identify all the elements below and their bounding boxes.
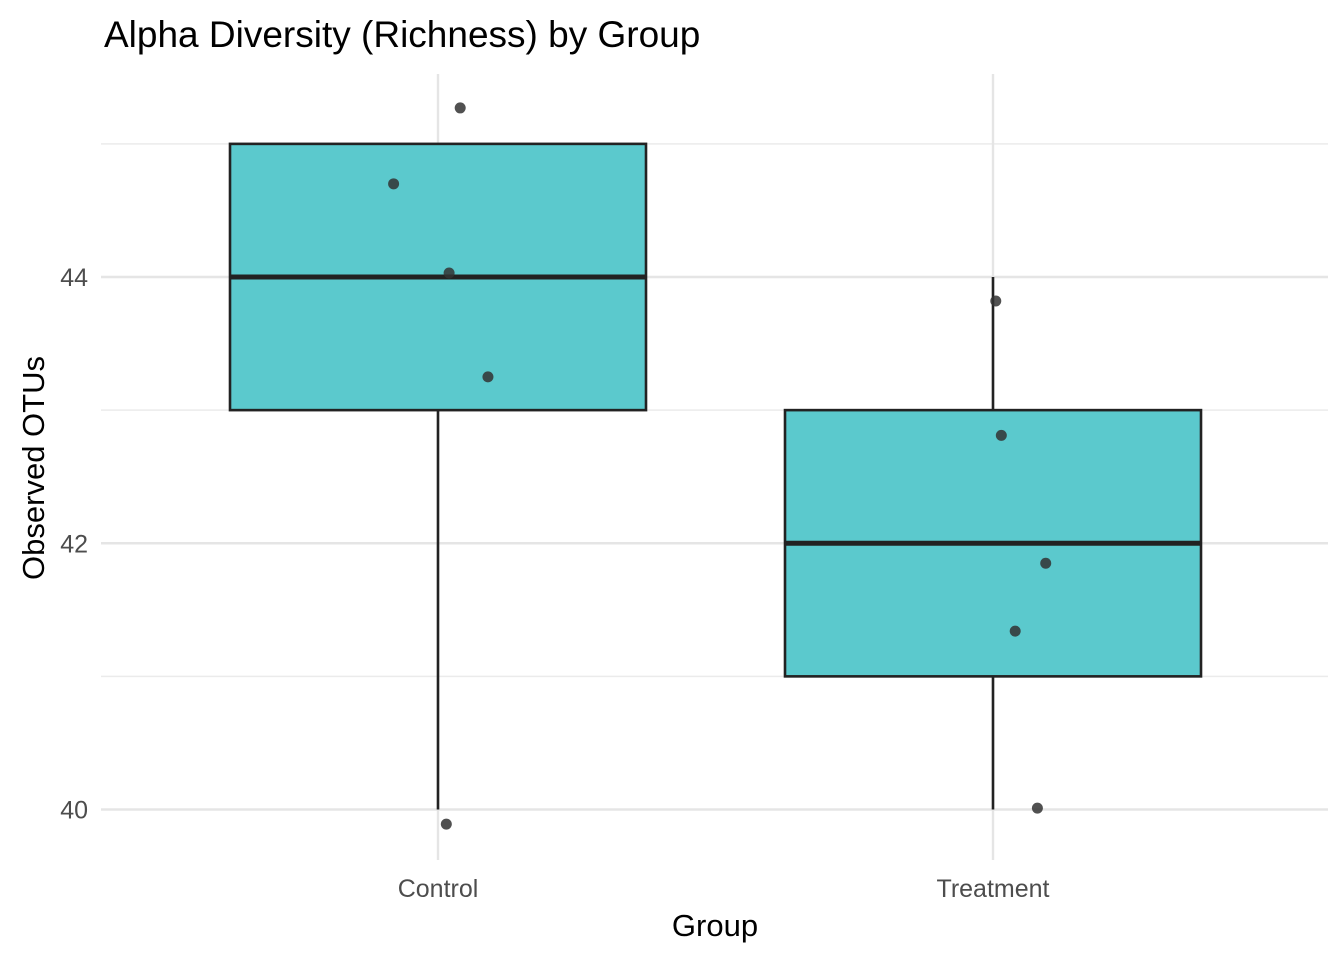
- data-point: [482, 371, 494, 383]
- y-axis-title: Observed OTUs: [16, 356, 51, 580]
- box-control: [228, 142, 648, 810]
- points: [388, 102, 1052, 830]
- data-point: [440, 818, 452, 830]
- box-treatment: [783, 277, 1203, 810]
- y-tick-label: 42: [60, 530, 88, 558]
- data-point: [388, 178, 400, 190]
- x-axis-title: Group: [672, 908, 758, 943]
- data-point: [454, 102, 466, 114]
- x-tick-labels: Control Treatment: [398, 875, 1050, 903]
- x-tick-label: Control: [398, 875, 479, 903]
- data-point: [995, 429, 1007, 441]
- data-point: [1009, 625, 1021, 637]
- y-tick-label: 40: [60, 797, 88, 825]
- data-point: [990, 295, 1002, 307]
- data-point: [443, 267, 455, 279]
- y-tick-labels: 40 42 44: [60, 264, 88, 825]
- data-point: [1040, 557, 1052, 569]
- x-tick-label: Treatment: [936, 875, 1049, 903]
- data-point: [1031, 802, 1043, 814]
- y-tick-label: 44: [60, 264, 88, 292]
- chart-title: Alpha Diversity (Richness) by Group: [104, 14, 700, 55]
- boxes: [228, 142, 1203, 810]
